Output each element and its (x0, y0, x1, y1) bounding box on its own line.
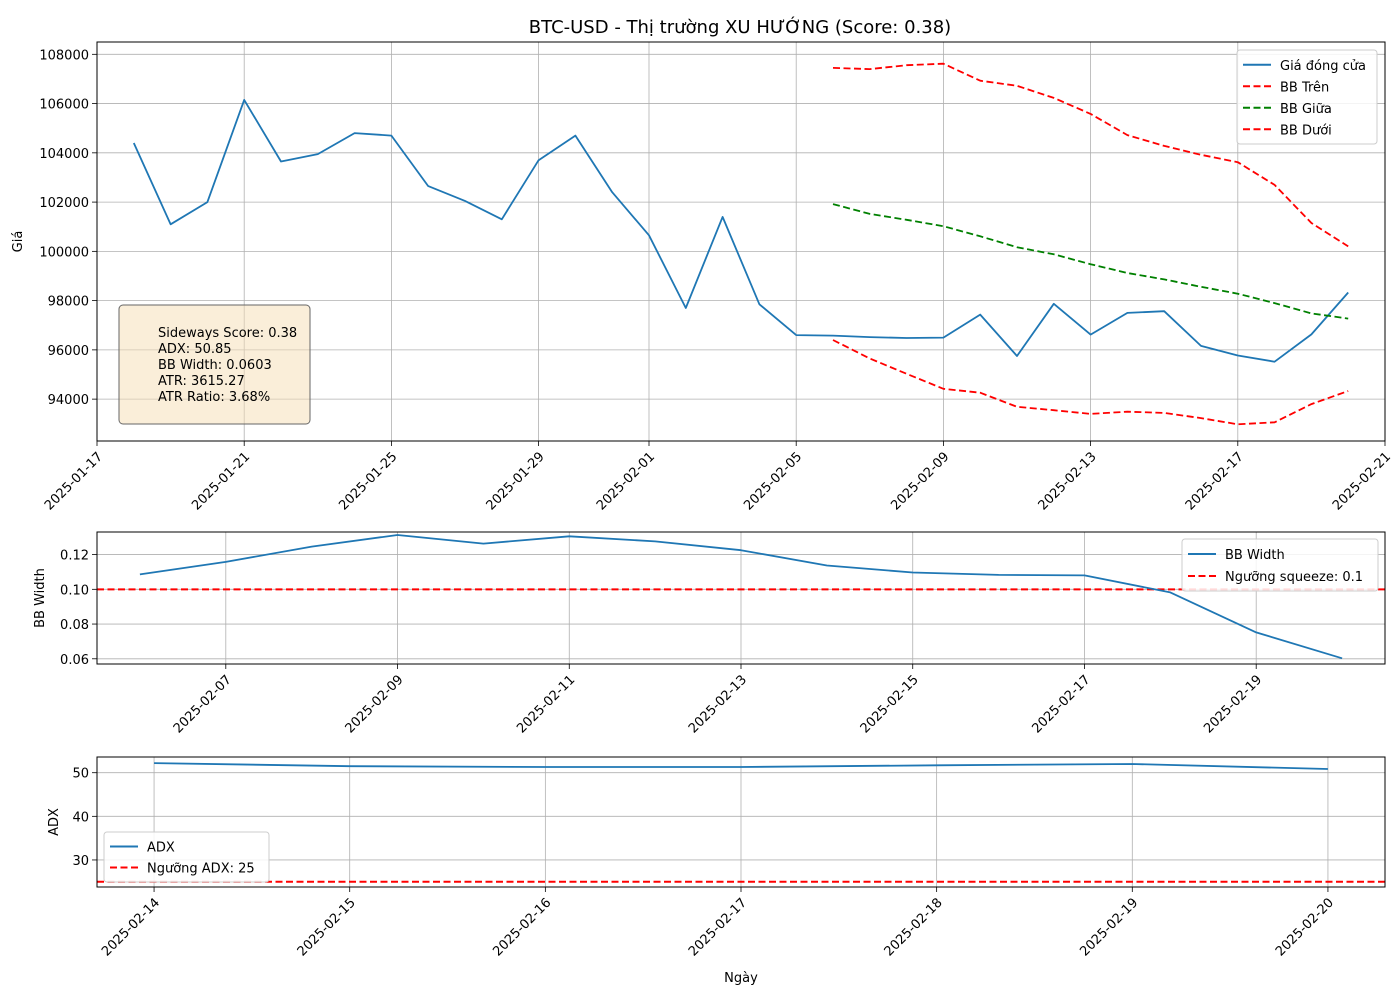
legend-box (103, 831, 270, 883)
x-tick-label: 2025-02-17 (1029, 672, 1093, 736)
y-tick-label: 0.12 (60, 549, 89, 564)
stats-annotation-line: Sideways Score: 0.38 (158, 326, 297, 341)
x-tick-label: 2025-02-01 (594, 449, 658, 513)
stats-annotation-line: ADX: 50.85 (158, 342, 232, 357)
x-tick-label: 2025-02-07 (171, 672, 235, 736)
y-axis-label: ADX (47, 808, 62, 836)
x-tick-label: 2025-02-11 (514, 672, 578, 736)
y-tick-label: 96000 (48, 344, 89, 359)
y-tick-label: 100000 (39, 245, 89, 260)
series-line (832, 339, 1349, 426)
stats-annotation-box (118, 304, 311, 425)
y-tick-label: 94000 (48, 393, 89, 408)
x-tick-label: 2025-02-17 (1183, 449, 1247, 513)
x-tick-label: 2025-02-20 (1273, 895, 1337, 959)
chart-title: BTC-USD - Thị trường XU HƯỚNG (Score: 0.… (529, 16, 951, 38)
bb-width-panel: 2025-02-07 2025-02-09 2025-02-11 2025-02-13… (33, 531, 1386, 736)
legend-label: BB Giữa (1280, 102, 1332, 117)
series-line (139, 534, 1343, 660)
plot-frame (96, 531, 1386, 665)
y-tick-label: 106000 (39, 98, 89, 113)
price-panel: 2025-01-17 2025-01-21 2025-01-25 2025-01-29… (11, 41, 1394, 513)
y-tick-label: 0.08 (60, 618, 89, 633)
x-tick-label: 2025-02-18 (882, 895, 946, 959)
legend-label: BB Trên (1280, 80, 1329, 95)
x-tick-label: 2025-02-21 (1330, 449, 1394, 513)
x-tick-label: 2025-02-13 (686, 672, 750, 736)
y-tick-label: 50 (72, 767, 89, 782)
y-tick-label: 40 (72, 810, 89, 825)
y-tick-label: 0.10 (60, 583, 89, 598)
legend-label: BB Width (1225, 548, 1285, 563)
series-line (832, 62, 1349, 248)
y-tick-label: 30 (72, 854, 89, 869)
x-tick-label: 2025-02-17 (686, 895, 750, 959)
x-tick-label: 2025-02-05 (741, 449, 805, 513)
x-tick-label: 2025-02-19 (1077, 895, 1141, 959)
adx-panel: 2025-02-14 2025-02-15 2025-02-16 2025-02-17… (47, 756, 1386, 986)
legend-box (1236, 49, 1378, 145)
x-tick-label: 2025-01-25 (336, 449, 400, 513)
legend-label: Giá đóng cửa (1280, 59, 1366, 74)
plot-frame (96, 41, 1386, 442)
legend-label: BB Dưới (1280, 123, 1332, 138)
legend-box (1181, 538, 1379, 592)
y-axis-label: BB Width (33, 568, 48, 628)
x-tick-label: 2025-02-13 (1036, 449, 1100, 513)
y-tick-label: 104000 (39, 147, 89, 162)
y-tick-label: 0.06 (60, 653, 89, 668)
x-tick-label: 2025-01-17 (42, 449, 106, 513)
series-line (832, 203, 1349, 320)
legend-label: Ngưỡng squeeze: 0.1 (1225, 570, 1363, 585)
x-tick-label: 2025-01-29 (484, 449, 548, 513)
y-tick-label: 102000 (39, 196, 89, 211)
series-line (132, 99, 1349, 363)
series-line (154, 762, 1328, 770)
plot-frame (96, 756, 1386, 888)
stats-annotation-line: ATR: 3615.27 (158, 374, 245, 389)
x-tick-label: 2025-02-09 (343, 672, 407, 736)
x-tick-label: 2025-02-15 (295, 895, 359, 959)
x-axis-label: Ngày (724, 971, 758, 986)
x-tick-label: 2025-02-15 (858, 672, 922, 736)
stats-annotation-line: BB Width: 0.0603 (158, 358, 272, 373)
y-tick-label: 98000 (48, 295, 89, 310)
x-tick-label: 2025-02-16 (490, 895, 554, 959)
y-tick-label: 108000 (39, 48, 89, 63)
x-tick-label: 2025-01-21 (189, 449, 253, 513)
y-axis-label: Giá (11, 231, 26, 253)
stats-annotation-line: ATR Ratio: 3.68% (158, 390, 270, 405)
legend-label: ADX (147, 841, 175, 856)
x-tick-label: 2025-02-09 (888, 449, 952, 513)
legend-label: Ngưỡng ADX: 25 (147, 862, 255, 877)
x-tick-label: 2025-02-14 (99, 895, 163, 959)
x-tick-label: 2025-02-19 (1201, 672, 1265, 736)
